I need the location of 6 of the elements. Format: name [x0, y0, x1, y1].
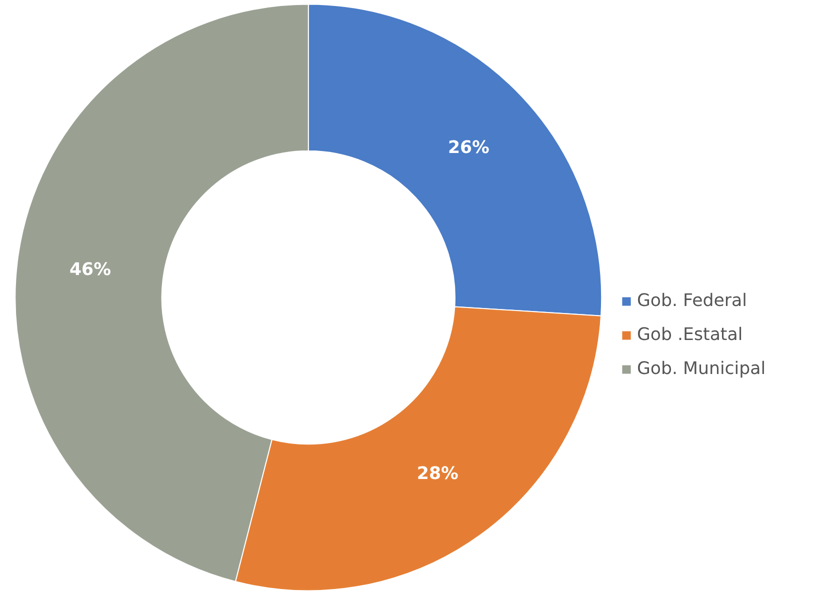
data-label: 26%	[448, 138, 490, 158]
data-label: 28%	[416, 464, 458, 484]
legend-label: Gob. Federal	[637, 291, 747, 311]
legend-label: Gob. Municipal	[637, 359, 766, 379]
legend-label: Gob .Estatal	[637, 325, 743, 345]
data-label: 46%	[69, 260, 111, 280]
